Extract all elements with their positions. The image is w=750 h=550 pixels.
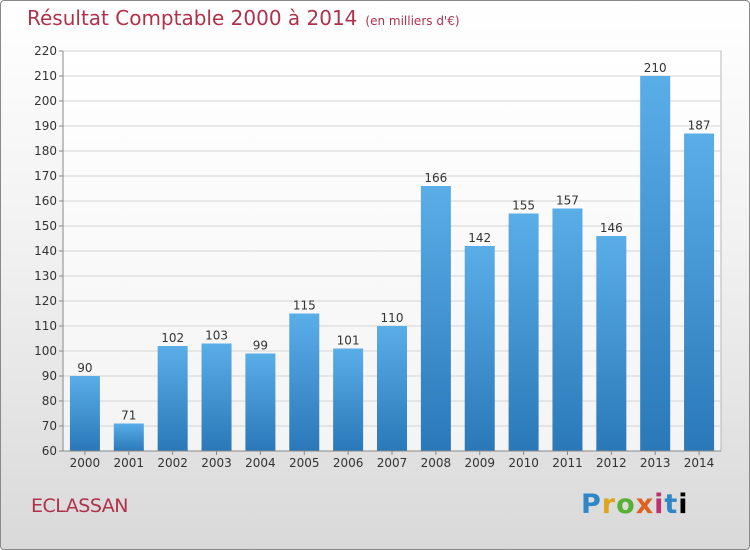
data-label: 146 bbox=[600, 221, 623, 235]
logo-letter: o bbox=[616, 489, 636, 520]
bar bbox=[464, 246, 495, 451]
y-tick-label: 60 bbox=[42, 444, 57, 458]
logo-letter: t bbox=[664, 489, 679, 520]
bar bbox=[289, 313, 320, 451]
y-tick-label: 120 bbox=[34, 294, 57, 308]
y-tick-label: 110 bbox=[34, 319, 57, 333]
bar bbox=[640, 76, 671, 451]
data-label: 71 bbox=[121, 409, 136, 423]
bar bbox=[596, 236, 627, 451]
chart-title-text: Résultat Comptable 2000 à 2014 bbox=[27, 6, 358, 30]
x-tick-label: 2013 bbox=[640, 456, 671, 470]
x-tick-label: 2010 bbox=[508, 456, 539, 470]
x-tick-label: 2012 bbox=[596, 456, 627, 470]
x-tick-label: 2011 bbox=[552, 456, 583, 470]
data-label: 187 bbox=[688, 119, 711, 133]
y-tick-label: 140 bbox=[34, 244, 57, 258]
y-tick-label: 170 bbox=[34, 169, 57, 183]
data-label: 166 bbox=[424, 171, 447, 185]
data-label: 90 bbox=[77, 361, 92, 375]
data-label: 99 bbox=[253, 339, 268, 353]
y-tick-label: 100 bbox=[34, 344, 57, 358]
x-tick-label: 2009 bbox=[464, 456, 495, 470]
chart-subtitle: (en milliers d'€) bbox=[365, 14, 460, 28]
commune-name: ECLASSAN bbox=[31, 495, 128, 517]
y-tick-label: 200 bbox=[34, 94, 57, 108]
logo-letter: r bbox=[601, 489, 617, 520]
data-label: 110 bbox=[381, 311, 404, 325]
y-tick-label: 210 bbox=[34, 69, 57, 83]
y-tick-label: 90 bbox=[42, 369, 57, 383]
y-tick-label: 80 bbox=[42, 394, 57, 408]
data-label: 155 bbox=[512, 199, 535, 213]
data-label: 102 bbox=[161, 331, 184, 345]
bar bbox=[201, 343, 232, 451]
x-tick-label: 2003 bbox=[201, 456, 232, 470]
data-label: 210 bbox=[644, 61, 667, 75]
bar bbox=[333, 348, 364, 451]
bar bbox=[157, 346, 188, 451]
y-tick-label: 150 bbox=[34, 219, 57, 233]
logo-letter: x bbox=[635, 489, 655, 520]
data-label: 115 bbox=[293, 299, 316, 313]
x-tick-label: 2000 bbox=[70, 456, 101, 470]
x-tick-label: 2006 bbox=[333, 456, 364, 470]
bar bbox=[69, 376, 100, 451]
logo-letter: i bbox=[654, 489, 665, 520]
logo-letter: i bbox=[678, 489, 689, 520]
x-tick-label: 2007 bbox=[377, 456, 408, 470]
bar bbox=[420, 186, 451, 451]
x-tick-label: 2001 bbox=[114, 456, 145, 470]
logo-letter: P bbox=[581, 489, 602, 520]
data-label: 101 bbox=[337, 334, 360, 348]
bar bbox=[377, 326, 407, 451]
x-tick-label: 2014 bbox=[684, 456, 715, 470]
y-tick-label: 70 bbox=[42, 419, 57, 433]
bar bbox=[245, 353, 276, 451]
data-label: 157 bbox=[556, 194, 579, 208]
chart-title: Résultat Comptable 2000 à 2014 (en millie… bbox=[27, 6, 460, 30]
y-tick-label: 190 bbox=[34, 119, 57, 133]
x-tick-label: 2005 bbox=[289, 456, 320, 470]
bar bbox=[113, 423, 144, 451]
y-tick-label: 130 bbox=[34, 269, 57, 283]
bar bbox=[552, 208, 583, 451]
data-label: 103 bbox=[205, 329, 228, 343]
data-label: 142 bbox=[468, 231, 491, 245]
bar bbox=[508, 213, 539, 451]
x-tick-label: 2002 bbox=[157, 456, 188, 470]
y-tick-label: 180 bbox=[34, 144, 57, 158]
x-tick-label: 2008 bbox=[421, 456, 452, 470]
y-tick-label: 220 bbox=[34, 44, 57, 58]
bar bbox=[684, 133, 715, 451]
x-tick-label: 2004 bbox=[245, 456, 276, 470]
proxiti-logo: Proxiti bbox=[581, 489, 689, 520]
y-tick-label: 160 bbox=[34, 194, 57, 208]
